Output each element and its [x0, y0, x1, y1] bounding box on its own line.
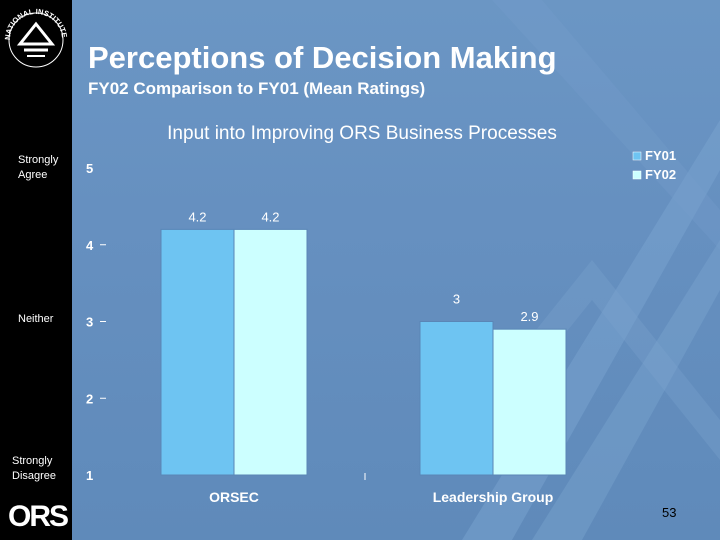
nih-seal-logo: NATIONAL INSTITUTES OF HEALTH	[0, 0, 69, 68]
bar-fy01-orsec	[160, 228, 235, 476]
y-tick-label: 4	[86, 238, 94, 253]
scale-label-strongly-agree: Strongly Agree	[18, 154, 59, 181]
bar-chart: Input into Improving ORS Business Proces…	[86, 123, 676, 505]
sidebar: NATIONAL INSTITUTES OF HEALTH ORS	[0, 0, 72, 540]
scale-label-strongly-disagree: Strongly Disagree	[12, 455, 57, 482]
chart-title: Input into Improving ORS Business Proces…	[167, 123, 557, 144]
legend-label-fy01: FY01	[645, 148, 676, 163]
ors-logo: ORS	[8, 500, 69, 533]
legend-label-fy02: FY02	[645, 167, 676, 182]
y-tick-label: 3	[86, 315, 93, 330]
y-tick-label: 2	[86, 391, 93, 406]
svg-text:NATIONAL INSTITUTES OF HEALTH: NATIONAL INSTITUTES OF HEALTH	[0, 0, 69, 40]
bar-fy02-leadership-group	[492, 328, 567, 476]
data-label: 4.2	[188, 209, 206, 224]
slide-subtitle: FY02 Comparison to FY01 (Mean Ratings)	[88, 79, 426, 98]
slide-title: Perceptions of Decision Making	[88, 40, 557, 75]
data-label: 3	[453, 292, 460, 307]
y-tick-label: 5	[86, 161, 93, 176]
bar-fy02-orsec	[233, 228, 308, 476]
legend-swatch-fy02	[632, 170, 642, 180]
x-category-label: ORSEC	[209, 489, 259, 505]
page-number: 53	[662, 505, 677, 520]
x-category-label: Leadership Group	[433, 489, 554, 505]
bar-fy01-leadership-group	[419, 321, 494, 476]
y-tick-label: 1	[86, 468, 93, 483]
data-label: 2.9	[520, 309, 538, 324]
data-label: 4.2	[261, 209, 279, 224]
legend-swatch-fy01	[632, 151, 642, 161]
scale-label-neither: Neither	[18, 313, 54, 325]
